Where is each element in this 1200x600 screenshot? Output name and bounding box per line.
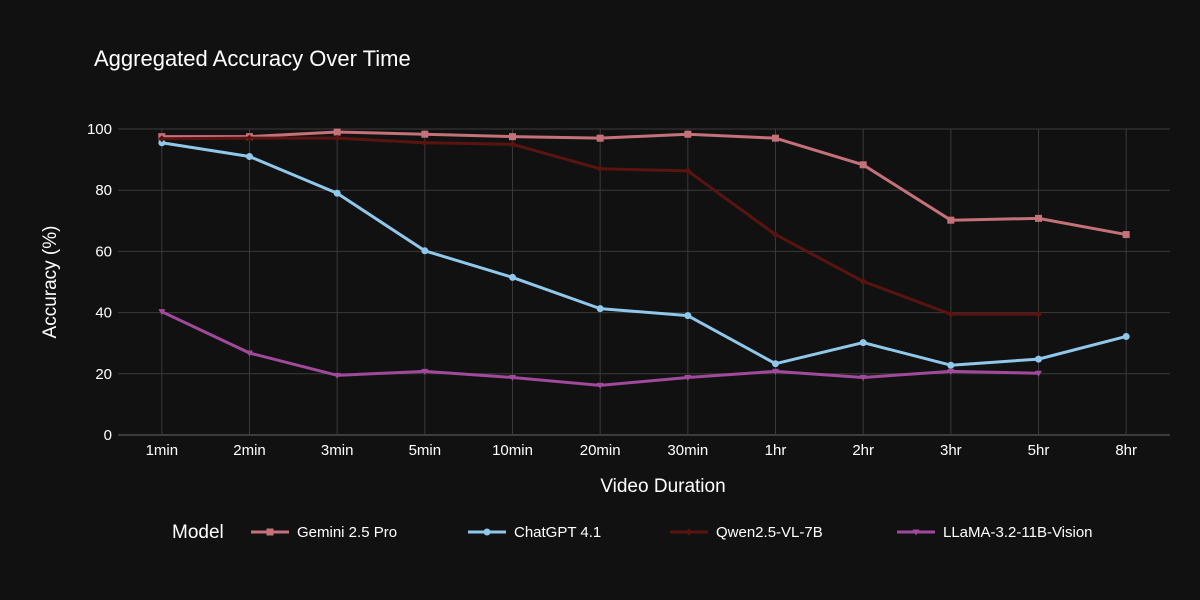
x-tick-label: 8hr [1115,442,1137,459]
legend-swatch-marker [685,528,693,536]
data-point [333,372,341,379]
y-tick-label: 80 [95,182,112,199]
data-point [772,134,779,142]
data-point [947,368,955,375]
legend-label: Gemini 2.5 Pro [297,524,397,541]
data-point [1035,310,1042,318]
y-tick-label: 20 [95,366,112,383]
data-point [246,350,253,357]
y-tick-label: 40 [95,305,112,322]
data-point [1122,231,1130,239]
series-layer [158,128,1130,389]
x-tick-label: 1min [146,442,179,459]
data-point [421,247,429,255]
data-point [421,130,429,138]
data-point [684,130,692,138]
series-line [161,141,1127,367]
data-point [684,374,692,381]
data-point [947,216,955,224]
data-point [1035,370,1042,377]
y-tick-label: 0 [104,427,112,444]
data-point [509,273,516,281]
data-point [596,305,604,313]
legend-label: LLaMA-3.2-11B-Vision [943,524,1093,541]
data-point [158,135,166,143]
y-axis-title: Accuracy (%) [40,226,61,339]
series-2 [158,134,1042,318]
data-point [509,140,516,148]
x-tick-label: 5min [409,442,442,459]
legend-item[interactable]: ChatGPT 4.1 [468,524,601,541]
data-point [859,161,867,169]
data-point [1035,355,1042,363]
legend-swatch-marker [266,528,274,536]
y-tick-labels: 0 20 40 60 80 100 [87,121,112,444]
data-point [859,374,867,381]
data-point [684,312,692,320]
legend: Model Gemini 2.5 Pro ChatGPT 4.1 Qwen2.5-V… [172,522,1093,543]
series-0 [158,128,1130,239]
data-point [158,309,166,316]
data-point [333,128,341,136]
y-tick-label: 100 [87,121,112,138]
data-point [158,139,166,147]
data-point [859,339,867,347]
data-point [1035,214,1042,222]
data-point [333,189,341,197]
legend-swatch-marker [912,529,920,536]
series-3 [158,309,1042,389]
data-point [596,165,604,173]
x-tick-label: 2min [233,442,266,459]
x-tick-label: 3hr [940,442,962,459]
legend-item[interactable]: Qwen2.5-VL-7B [670,524,823,541]
x-tick-label: 10min [492,442,533,459]
grid-layer [118,128,1170,436]
legend-title: Model [172,522,224,543]
data-point [333,134,341,142]
data-point [509,133,516,141]
data-point [684,167,692,175]
x-tick-labels: 1min 2min 3min 5min 10min 20min 30min 1hr 2hr 3hr… [146,442,1137,459]
data-point [947,361,955,369]
y-tick-label: 60 [95,243,112,260]
legend-label: ChatGPT 4.1 [514,524,601,541]
x-tick-label: 2hr [852,442,874,459]
data-point [246,134,253,142]
data-point [1122,332,1130,340]
data-point [596,134,604,142]
data-point [772,360,779,368]
legend-label: Qwen2.5-VL-7B [716,524,823,541]
data-point [859,277,867,285]
x-tick-label: 5hr [1028,442,1050,459]
data-point [246,153,253,161]
x-tick-label: 3min [321,442,354,459]
data-point [421,139,429,147]
data-point [772,368,779,375]
x-axis-title: Video Duration [600,476,725,497]
legend-swatch-marker [483,528,491,536]
data-point [509,374,516,381]
x-tick-label: 20min [580,442,621,459]
data-point [596,382,604,389]
data-point [772,231,779,239]
series-line [161,130,1127,237]
legend-item[interactable]: Gemini 2.5 Pro [251,524,397,541]
chart-title: Aggregated Accuracy Over Time [94,46,411,71]
x-tick-label: 1hr [765,442,787,459]
legend-item[interactable]: LLaMA-3.2-11B-Vision [897,524,1093,541]
data-point [421,368,429,375]
data-point [947,310,955,318]
series-1 [158,139,1130,369]
x-tick-label: 30min [667,442,708,459]
